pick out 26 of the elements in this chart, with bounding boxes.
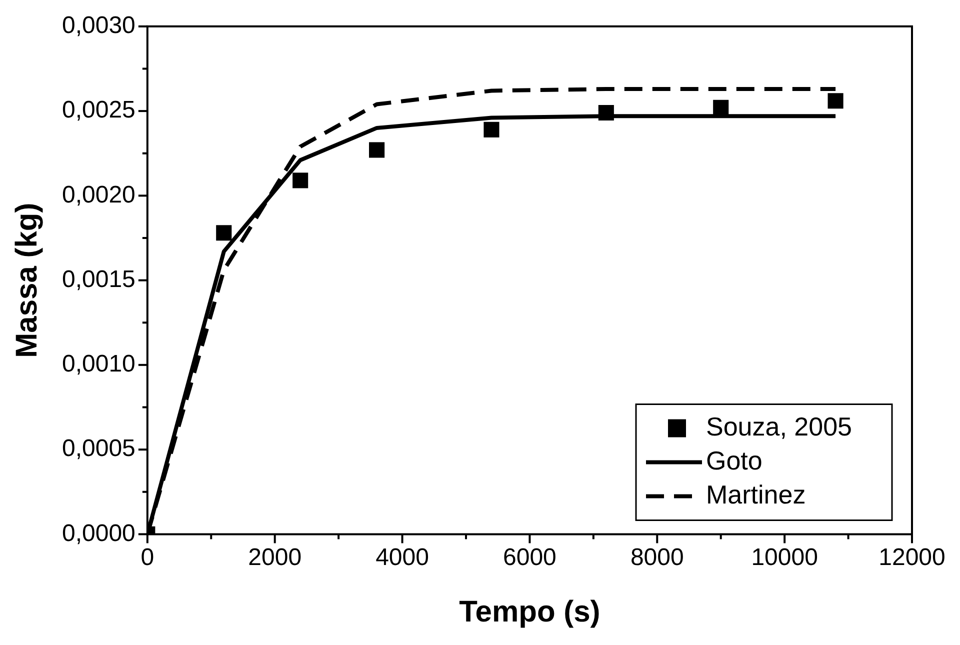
point	[216, 225, 232, 241]
x-tick-label: 12000	[878, 544, 946, 572]
y-tick-label: 0,0025	[62, 96, 136, 124]
y-tick-label: 0,0010	[62, 350, 136, 378]
y-tick-label: 0,0005	[62, 435, 136, 462]
x-tick-label: 6000	[503, 544, 556, 572]
point	[292, 172, 308, 188]
y-tick-label: 0,0015	[62, 266, 136, 293]
point	[828, 93, 844, 109]
y-axis-title: Massa (kg)	[10, 202, 44, 358]
x-tick-label: 0	[140, 544, 154, 572]
y-tick-label: 0,0000	[62, 520, 136, 547]
y-tick-label: 0,0030	[62, 12, 136, 40]
legend-label: Goto	[706, 445, 762, 476]
x-tick-label: 2000	[248, 544, 302, 572]
y-tick-label: 0,0020	[62, 181, 136, 208]
x-tick-label: 4000	[376, 544, 429, 572]
x-tick-label: 10000	[751, 544, 818, 572]
legend-label: Martinez	[706, 479, 806, 510]
point	[484, 122, 500, 138]
x-tick-label: 8000	[630, 544, 684, 572]
point	[369, 142, 385, 158]
x-axis-title: Tempo (s)	[459, 595, 600, 628]
point	[598, 104, 614, 121]
point	[713, 100, 729, 116]
legend-label: Souza, 2005	[706, 411, 852, 442]
